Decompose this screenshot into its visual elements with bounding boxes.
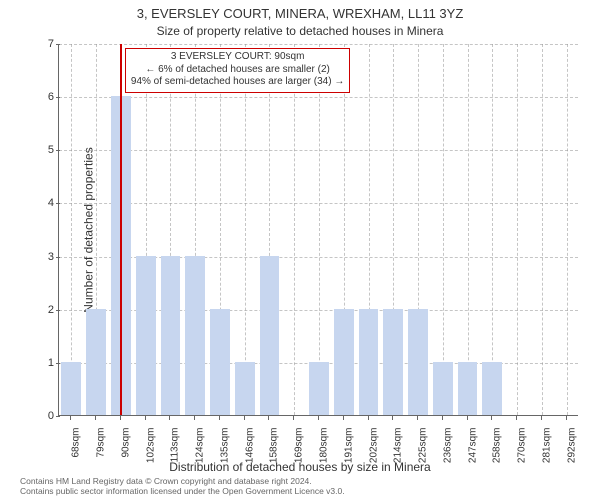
xtick-mark — [442, 416, 443, 420]
xtick-mark — [268, 416, 269, 420]
ytick-label: 2 — [34, 304, 54, 316]
xtick-mark — [491, 416, 492, 420]
bar — [408, 309, 428, 415]
xtick-mark — [95, 416, 96, 420]
xtick-label: 169sqm — [294, 428, 305, 464]
xtick-label: 270sqm — [517, 428, 528, 464]
x-axis-label: Distribution of detached houses by size … — [0, 460, 600, 474]
ytick-label: 7 — [34, 38, 54, 50]
xtick-mark — [145, 416, 146, 420]
xtick-mark — [566, 416, 567, 420]
xtick-label: 191sqm — [343, 428, 354, 464]
chart-title-sub: Size of property relative to detached ho… — [0, 24, 600, 38]
xtick-mark — [467, 416, 468, 420]
bar — [383, 309, 403, 415]
xtick-mark — [417, 416, 418, 420]
bar — [309, 362, 329, 415]
xtick-mark — [70, 416, 71, 420]
bar — [482, 362, 502, 415]
bar — [334, 309, 354, 415]
bar — [458, 362, 478, 415]
xtick-mark — [516, 416, 517, 420]
ytick-label: 6 — [34, 91, 54, 103]
xtick-label: 113sqm — [170, 428, 181, 464]
xtick-label: 292sqm — [566, 428, 577, 464]
xtick-mark — [368, 416, 369, 420]
property-size-chart: 3, EVERSLEY COURT, MINERA, WREXHAM, LL11… — [0, 0, 600, 500]
xtick-label: 202sqm — [368, 428, 379, 464]
bar — [260, 256, 280, 415]
xtick-mark — [343, 416, 344, 420]
plot-area: 3 EVERSLEY COURT: 90sqm ← 6% of detached… — [58, 44, 578, 416]
annotation-line2: ← 6% of detached houses are smaller (2) — [131, 64, 344, 77]
xtick-label: 258sqm — [492, 428, 503, 464]
xtick-mark — [293, 416, 294, 420]
bar — [210, 309, 230, 415]
xtick-mark — [244, 416, 245, 420]
xtick-label: 102sqm — [145, 428, 156, 464]
xtick-label: 135sqm — [219, 428, 230, 464]
annotation-box: 3 EVERSLEY COURT: 90sqm ← 6% of detached… — [125, 48, 350, 93]
xtick-label: 68sqm — [71, 428, 82, 464]
xtick-label: 180sqm — [319, 428, 330, 464]
xtick-label: 79sqm — [96, 428, 107, 464]
annotation-line3: 94% of semi-detached houses are larger (… — [131, 76, 344, 89]
attribution-line1: Contains HM Land Registry data © Crown c… — [20, 476, 345, 486]
xtick-label: 90sqm — [120, 428, 131, 464]
bar — [433, 362, 453, 415]
xtick-mark — [541, 416, 542, 420]
bar — [161, 256, 181, 415]
bar — [136, 256, 156, 415]
xtick-mark — [120, 416, 121, 420]
bars-container — [59, 44, 578, 415]
bar — [86, 309, 106, 415]
annotation-line1: 3 EVERSLEY COURT: 90sqm — [131, 51, 344, 64]
attribution-line2: Contains public sector information licen… — [20, 486, 345, 496]
xtick-label: 146sqm — [244, 428, 255, 464]
bar — [185, 256, 205, 415]
xtick-label: 247sqm — [467, 428, 478, 464]
xtick-label: 214sqm — [393, 428, 404, 464]
xtick-mark — [194, 416, 195, 420]
xtick-label: 124sqm — [195, 428, 206, 464]
bar — [235, 362, 255, 415]
bar — [61, 362, 81, 415]
xtick-label: 236sqm — [442, 428, 453, 464]
ytick-label: 5 — [34, 144, 54, 156]
xtick-label: 158sqm — [269, 428, 280, 464]
chart-title-main: 3, EVERSLEY COURT, MINERA, WREXHAM, LL11… — [0, 6, 600, 21]
bar — [359, 309, 379, 415]
marker-line — [120, 44, 122, 415]
xtick-mark — [392, 416, 393, 420]
ytick-label: 3 — [34, 251, 54, 263]
xtick-label: 281sqm — [541, 428, 552, 464]
xtick-mark — [219, 416, 220, 420]
attribution: Contains HM Land Registry data © Crown c… — [20, 476, 345, 496]
xtick-label: 225sqm — [418, 428, 429, 464]
ytick-label: 4 — [34, 197, 54, 209]
ytick-label: 0 — [34, 410, 54, 422]
ytick-label: 1 — [34, 357, 54, 369]
xtick-mark — [318, 416, 319, 420]
xtick-mark — [169, 416, 170, 420]
